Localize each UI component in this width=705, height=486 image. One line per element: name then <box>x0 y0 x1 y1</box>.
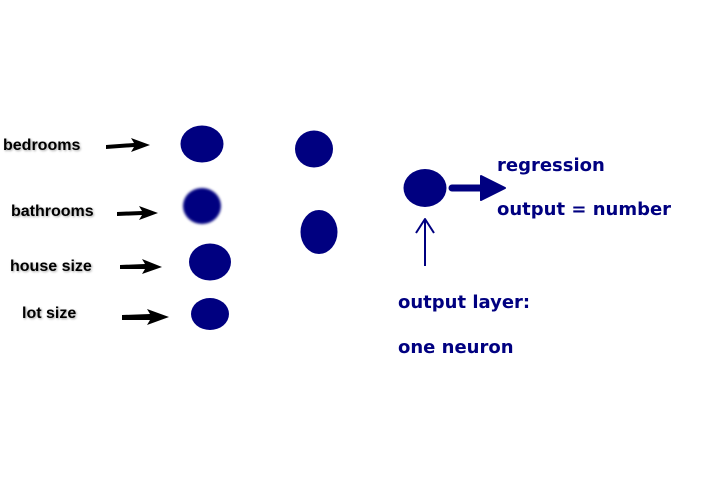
input-neuron-3 <box>189 243 231 281</box>
input-label-lot-size: lot size <box>22 305 77 322</box>
hidden-neuron-1 <box>295 130 333 168</box>
output-description: output = number <box>497 199 672 220</box>
output-arrow <box>448 175 506 201</box>
output-layer-title: output layer: <box>398 292 531 313</box>
input-neuron-1 <box>180 125 224 163</box>
input-neuron-4 <box>191 298 229 330</box>
output-layer-desc: one neuron <box>398 337 514 358</box>
input-label-bathrooms: bathrooms <box>11 203 94 220</box>
input-arrow-bedrooms <box>106 138 150 152</box>
output-layer-pointer-arrow <box>415 218 435 266</box>
output-task-label: regression <box>497 155 605 176</box>
input-arrow-lot-size <box>122 309 169 325</box>
input-label-house-size: house size <box>10 258 92 275</box>
input-arrow-house-size <box>120 259 162 274</box>
input-label-bedrooms: bedrooms <box>3 137 81 154</box>
output-neuron <box>403 169 447 207</box>
hidden-neuron-2 <box>300 210 338 254</box>
input-neuron-2 <box>183 188 221 224</box>
input-arrow-bathrooms <box>117 206 158 220</box>
